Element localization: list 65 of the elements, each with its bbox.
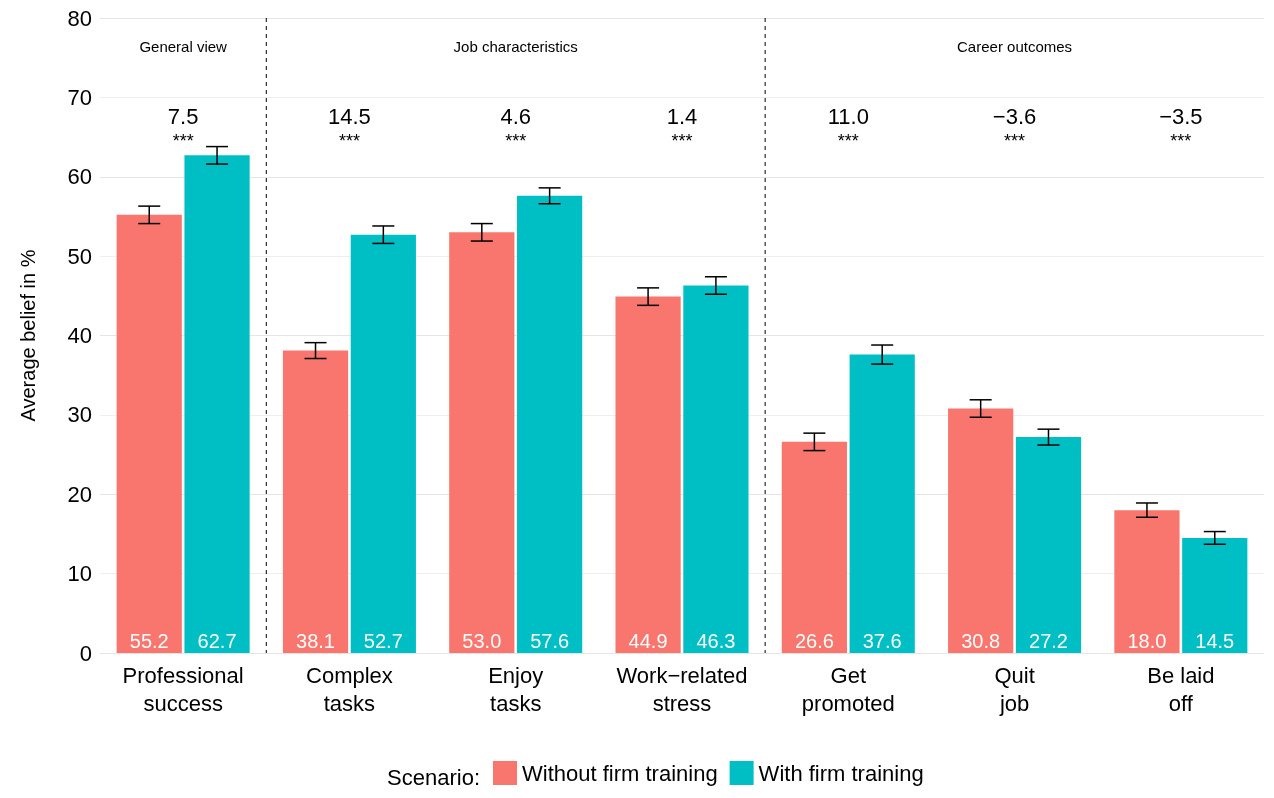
data-label: 62.7 xyxy=(197,630,237,652)
bar xyxy=(849,354,915,653)
bar xyxy=(1114,510,1180,653)
data-label: 55.2 xyxy=(129,630,169,652)
data-label: 27.2 xyxy=(1029,630,1068,652)
annotation: −3.6 xyxy=(992,103,1037,129)
y-tick-label: 20 xyxy=(67,481,92,507)
bar xyxy=(1015,437,1082,653)
annotation: 1.4 xyxy=(666,103,698,129)
bar xyxy=(350,234,416,653)
y-tick-label: 80 xyxy=(67,5,92,31)
annotation: Career outcomes xyxy=(957,38,1073,56)
x-tick-label: Professional success xyxy=(122,662,244,716)
data-label: 14.5 xyxy=(1195,630,1235,652)
annotation: 7.5 xyxy=(167,103,199,129)
data-label: 44.9 xyxy=(628,630,668,652)
bar xyxy=(517,195,583,653)
y-tick-label: 70 xyxy=(67,84,92,110)
data-label: 52.7 xyxy=(363,630,403,652)
bar xyxy=(116,214,182,653)
annotation: *** xyxy=(1004,131,1026,152)
bar xyxy=(449,232,515,653)
bar xyxy=(615,296,681,653)
bar xyxy=(948,408,1014,653)
y-tick-label: 50 xyxy=(67,243,92,269)
x-tick-label: Complex tasks xyxy=(306,662,393,716)
legend-title: Scenario: xyxy=(387,764,481,790)
legend-label: Without firm training xyxy=(522,760,718,786)
bar xyxy=(282,350,349,653)
x-tick-label: Get promoted xyxy=(801,662,895,716)
annotation: *** xyxy=(671,131,693,152)
y-tick-label: 10 xyxy=(67,561,92,587)
bar xyxy=(781,441,847,653)
x-tick-label: Enjoy tasks xyxy=(488,662,544,716)
data-label: 37.6 xyxy=(862,630,902,652)
bar xyxy=(683,285,749,653)
annotation: *** xyxy=(338,131,360,152)
annotation: Job characteristics xyxy=(453,38,578,56)
annotation: General view xyxy=(139,38,228,56)
y-axis-title: Average belief in % xyxy=(17,249,39,422)
annotation: *** xyxy=(1170,131,1192,152)
y-tick-label: 30 xyxy=(67,402,92,428)
data-label: 57.6 xyxy=(530,630,570,652)
y-tick-label: 60 xyxy=(67,164,92,190)
bar xyxy=(184,155,250,653)
data-label: 18.0 xyxy=(1127,630,1167,652)
annotation: *** xyxy=(837,131,859,152)
data-label: 53.0 xyxy=(462,630,502,652)
legend-label: With firm training xyxy=(758,760,924,786)
annotation: *** xyxy=(172,131,194,152)
data-label: 26.6 xyxy=(794,630,834,652)
x-tick-label: Be laid off xyxy=(1147,662,1215,716)
data-label: 38.1 xyxy=(296,630,335,652)
x-tick-label: Work−related stress xyxy=(616,662,748,716)
x-tick-label: Quit job xyxy=(994,662,1035,716)
data-label: 46.3 xyxy=(696,630,736,652)
annotation: 14.5 xyxy=(328,103,371,129)
data-label: 30.8 xyxy=(961,630,1001,652)
annotation: −3.5 xyxy=(1159,103,1203,129)
y-tick-label: 0 xyxy=(79,640,92,666)
annotation: 4.6 xyxy=(500,103,532,129)
bar xyxy=(1182,537,1248,653)
annotation: *** xyxy=(505,131,527,152)
annotation: 11.0 xyxy=(827,103,869,129)
y-tick-label: 40 xyxy=(67,323,92,348)
